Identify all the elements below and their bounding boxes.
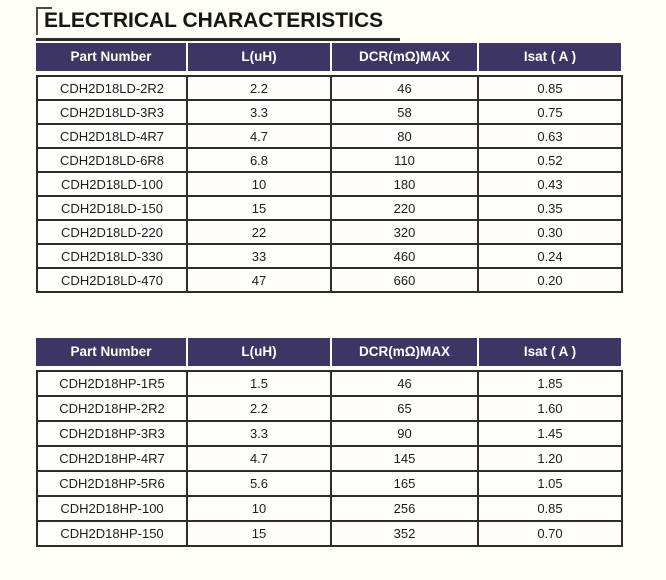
table-cell: 6.8 (186, 147, 332, 173)
table-ld-series: Part Number L(uH) DCR(mΩ)MAX Isat ( A ) … (36, 43, 623, 293)
column-header-part-number: Part Number (70, 49, 152, 64)
table-cell: 15 (186, 520, 332, 547)
column-header-inductance: L(uH) (186, 43, 330, 71)
page-title: ELECTRICAL CHARACTERISTICS (44, 9, 384, 32)
table-cell: CDH2D18HP-5R6 (36, 470, 188, 497)
table-cell: 1.60 (477, 395, 623, 422)
table-hp-series: Part Number L(uH) DCR(mΩ)MAX Isat ( A ) … (36, 338, 623, 547)
table-cell: 80 (330, 123, 479, 149)
table-cell: CDH2D18HP-100 (36, 495, 188, 522)
table-cell: 10 (186, 495, 332, 522)
table-cell: 90 (330, 420, 479, 447)
table-cell: 0.63 (477, 123, 623, 149)
column-header-isat: Isat ( A ) (477, 43, 621, 71)
column-header-dcr-max: DCR(mΩ)MAX (330, 338, 477, 366)
table-cell: 65 (330, 395, 479, 422)
table-cell: CDH2D18LD-150 (36, 195, 188, 221)
table-cell: 165 (330, 470, 479, 497)
table-cell: 0.35 (477, 195, 623, 221)
table-cell: CDH2D18HP-3R3 (36, 420, 188, 447)
table-row: CDH2D18HP-5R6 5.6 165 1.05 (36, 470, 623, 497)
table-row: CDH2D18LD-220 22 320 0.30 (36, 219, 623, 245)
table-cell: CDH2D18LD-470 (36, 267, 188, 293)
table-cell: 3.3 (186, 420, 332, 447)
table-row: CDH2D18HP-100 10 256 0.85 (36, 495, 623, 522)
table-cell: CDH2D18LD-2R2 (36, 75, 188, 101)
table-cell: 0.85 (477, 495, 623, 522)
table-hp-header-row: Part Number L(uH) DCR(mΩ)MAX Isat ( A ) (36, 338, 621, 366)
table-cell: 58 (330, 99, 479, 125)
table-cell: CDH2D18HP-2R2 (36, 395, 188, 422)
table-cell: 180 (330, 171, 479, 197)
table-cell: 0.75 (477, 99, 623, 125)
table-cell: 145 (330, 445, 479, 472)
column-header-part-number: Part Number (70, 344, 152, 359)
table-cell: 0.85 (477, 75, 623, 101)
table-cell: 352 (330, 520, 479, 547)
table-row: CDH2D18LD-470 47 660 0.20 (36, 267, 623, 293)
table-cell: 1.5 (186, 370, 332, 397)
column-header-dcr-max: DCR(mΩ)MAX (330, 43, 477, 71)
table-row: CDH2D18LD-150 15 220 0.35 (36, 195, 623, 221)
table-cell: 46 (330, 75, 479, 101)
table-cell: CDH2D18HP-150 (36, 520, 188, 547)
table-cell: 256 (330, 495, 479, 522)
table-cell: 320 (330, 219, 479, 245)
table-row: CDH2D18HP-150 15 352 0.70 (36, 520, 623, 547)
table-cell: CDH2D18LD-4R7 (36, 123, 188, 149)
table-row: CDH2D18LD-100 10 180 0.43 (36, 171, 623, 197)
table-cell: 0.24 (477, 243, 623, 269)
table-cell: 10 (186, 171, 332, 197)
table-cell: 47 (186, 267, 332, 293)
table-row: CDH2D18HP-4R7 4.7 145 1.20 (36, 445, 623, 472)
table-row: CDH2D18HP-3R3 3.3 90 1.45 (36, 420, 623, 447)
table-cell: 1.05 (477, 470, 623, 497)
table-cell: 660 (330, 267, 479, 293)
table-cell: 110 (330, 147, 479, 173)
table-cell: 5.6 (186, 470, 332, 497)
table-row: CDH2D18LD-3R3 3.3 58 0.75 (36, 99, 623, 125)
table-ld-body: CDH2D18LD-2R2 2.2 46 0.85 CDH2D18LD-3R3 3.3 58… (36, 75, 623, 293)
table-cell: 2.2 (186, 395, 332, 422)
table-cell: 0.52 (477, 147, 623, 173)
table-cell: CDH2D18HP-4R7 (36, 445, 188, 472)
table-row: CDH2D18LD-4R7 4.7 80 0.63 (36, 123, 623, 149)
table-cell: 4.7 (186, 123, 332, 149)
table-cell: 220 (330, 195, 479, 221)
table-cell: 33 (186, 243, 332, 269)
table-cell: 1.20 (477, 445, 623, 472)
table-cell: CDH2D18LD-330 (36, 243, 188, 269)
table-row: CDH2D18LD-330 33 460 0.24 (36, 243, 623, 269)
table-cell: 0.20 (477, 267, 623, 293)
table-cell: 2.2 (186, 75, 332, 101)
table-cell: 460 (330, 243, 479, 269)
table-cell: 3.3 (186, 99, 332, 125)
table-cell: 1.85 (477, 370, 623, 397)
table-cell: 0.43 (477, 171, 623, 197)
table-cell: CDH2D18LD-6R8 (36, 147, 188, 173)
table-cell: 1.45 (477, 420, 623, 447)
title-underline-decoration (36, 38, 400, 41)
table-hp-body: CDH2D18HP-1R5 1.5 46 1.85 CDH2D18HP-2R2 2.2 65… (36, 370, 623, 547)
table-cell: CDH2D18HP-1R5 (36, 370, 188, 397)
table-cell: 0.70 (477, 520, 623, 547)
table-ld-header-row: Part Number L(uH) DCR(mΩ)MAX Isat ( A ) (36, 43, 621, 71)
table-cell: 15 (186, 195, 332, 221)
table-cell: CDH2D18LD-3R3 (36, 99, 188, 125)
table-cell: CDH2D18LD-100 (36, 171, 188, 197)
table-row: CDH2D18HP-2R2 2.2 65 1.60 (36, 395, 623, 422)
table-row: CDH2D18HP-1R5 1.5 46 1.85 (36, 370, 623, 397)
table-cell: 4.7 (186, 445, 332, 472)
title-corner-bracket-decoration (36, 7, 52, 35)
column-header-isat: Isat ( A ) (477, 338, 621, 366)
column-header-inductance: L(uH) (186, 338, 330, 366)
table-cell: 46 (330, 370, 479, 397)
table-row: CDH2D18LD-6R8 6.8 110 0.52 (36, 147, 623, 173)
table-row: CDH2D18LD-2R2 2.2 46 0.85 (36, 75, 623, 101)
table-cell: 0.30 (477, 219, 623, 245)
table-cell: 22 (186, 219, 332, 245)
table-cell: CDH2D18LD-220 (36, 219, 188, 245)
